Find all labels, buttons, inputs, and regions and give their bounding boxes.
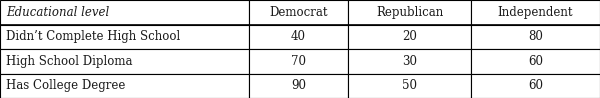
Text: Didn’t Complete High School: Didn’t Complete High School — [6, 30, 180, 43]
Bar — [471, 49, 600, 74]
Text: 20: 20 — [402, 30, 417, 43]
Bar — [0, 74, 249, 98]
Text: 60: 60 — [528, 55, 543, 68]
Bar — [0, 49, 249, 74]
Bar — [0, 24, 249, 49]
Bar — [249, 74, 348, 98]
Bar — [471, 74, 600, 98]
Bar — [249, 24, 348, 49]
Text: 80: 80 — [528, 30, 543, 43]
Bar — [249, 0, 348, 24]
Bar — [348, 74, 471, 98]
Text: Republican: Republican — [376, 6, 443, 19]
Bar — [348, 24, 471, 49]
Text: Educational level: Educational level — [6, 6, 109, 19]
Bar — [0, 0, 249, 24]
Text: 60: 60 — [528, 79, 543, 92]
Text: High School Diploma: High School Diploma — [6, 55, 133, 68]
Bar — [471, 24, 600, 49]
Text: Has College Degree: Has College Degree — [6, 79, 125, 92]
Bar — [348, 0, 471, 24]
Text: Independent: Independent — [498, 6, 573, 19]
Text: 50: 50 — [402, 79, 417, 92]
Text: Democrat: Democrat — [269, 6, 328, 19]
Text: 40: 40 — [291, 30, 306, 43]
Text: 70: 70 — [291, 55, 306, 68]
Bar — [348, 49, 471, 74]
Text: 90: 90 — [291, 79, 306, 92]
Bar — [471, 0, 600, 24]
Bar — [249, 49, 348, 74]
Text: 30: 30 — [402, 55, 417, 68]
